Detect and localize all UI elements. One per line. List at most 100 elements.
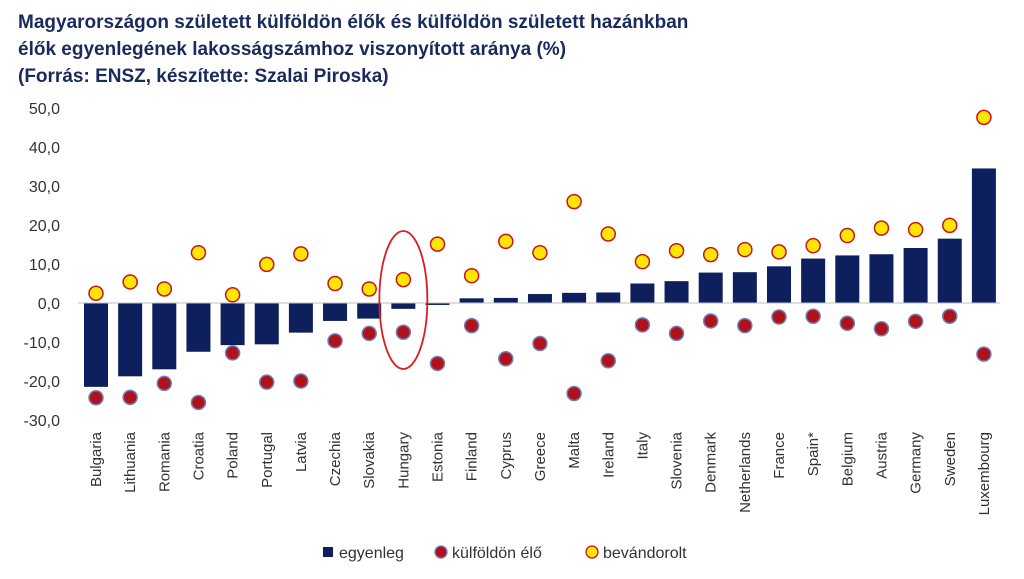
bar-egyenleg	[186, 303, 211, 352]
point-kulfoldon-elo	[839, 315, 856, 332]
point-bevandorolt	[600, 226, 616, 242]
bar-series	[84, 168, 996, 387]
x-tick-label: Czechia	[327, 431, 344, 486]
chart-title: Magyarországon született külföldön élők …	[18, 9, 1008, 90]
point-kulfoldon-elo	[737, 317, 753, 334]
legend-marker-egyenleg	[323, 547, 333, 557]
bar-egyenleg	[254, 303, 279, 345]
bar-egyenleg	[391, 303, 416, 309]
point-kulfoldon-elo	[156, 375, 173, 392]
x-tick-label: Romania	[156, 431, 173, 492]
x-tick-label: Netherlands	[737, 432, 754, 513]
point-kulfoldon-elo	[771, 309, 787, 325]
x-tick-label: Finland	[464, 432, 481, 481]
bar-egyenleg	[664, 281, 689, 303]
point-bevandorolt	[839, 227, 856, 244]
bar-egyenleg	[835, 255, 860, 303]
bar-egyenleg	[562, 292, 587, 303]
x-tick-label: France	[771, 432, 788, 479]
point-bevandorolt	[156, 281, 173, 297]
legend-label: külföldön élő	[452, 545, 542, 562]
bar-egyenleg	[220, 303, 245, 346]
point-bevandorolt	[771, 244, 787, 260]
point-kulfoldon-elo	[395, 324, 412, 340]
point-kulfoldon-elo	[259, 374, 275, 390]
point-kulfoldon-elo	[88, 390, 104, 406]
point-bevandorolt	[498, 233, 514, 250]
point-kulfoldon-elo	[122, 389, 138, 406]
x-tick-label: Greece	[532, 432, 549, 481]
bar-egyenleg	[698, 272, 723, 303]
x-tick-label: Germany	[908, 432, 925, 494]
y-tick-label: 40,0	[29, 140, 60, 157]
chart-title-line3: (Forrás: ENSZ, készítette: Szalai Pirosk…	[18, 66, 389, 87]
y-tick-label: -20,0	[24, 374, 61, 391]
bar-egyenleg	[152, 303, 177, 370]
point-kulfoldon-elo	[498, 351, 514, 367]
point-bevandorolt	[976, 109, 992, 126]
x-tick-label: Spain*	[805, 432, 822, 476]
y-axis: 50,0 40,0 30,0 20,0 10,0 0,0 -10,0 -20,0 -30,0	[24, 101, 61, 430]
point-kulfoldon-elo	[190, 394, 207, 411]
x-tick-label: Estonia	[430, 431, 447, 482]
point-bevandorolt	[361, 281, 377, 297]
y-tick-label: 0,0	[38, 296, 60, 313]
point-bevandorolt	[122, 274, 138, 290]
x-tick-label: Luxembourg	[976, 432, 993, 515]
point-kulfoldon-elo	[600, 352, 616, 369]
x-tick-label: Poland	[225, 432, 242, 479]
bar-egyenleg	[118, 303, 143, 377]
point-kulfoldon-elo	[532, 335, 548, 352]
bar-egyenleg	[596, 292, 621, 303]
bar-egyenleg	[323, 303, 348, 321]
bar-egyenleg	[767, 266, 791, 303]
kulfoldon-elo-series	[88, 308, 992, 411]
point-bevandorolt	[293, 246, 309, 262]
point-kulfoldon-elo	[976, 346, 992, 362]
x-tick-label: Belgium	[839, 432, 856, 486]
point-bevandorolt	[395, 271, 412, 288]
point-bevandorolt	[88, 285, 104, 301]
bar-egyenleg	[288, 303, 313, 333]
x-tick-label: Croatia	[190, 431, 207, 480]
legend: egyenleg külföldön élő bevándorolt	[323, 545, 687, 562]
bar-egyenleg	[493, 297, 518, 303]
x-tick-label: Sweden	[942, 432, 959, 486]
point-bevandorolt	[190, 244, 207, 261]
bar-egyenleg	[937, 238, 962, 303]
point-kulfoldon-elo	[463, 317, 480, 334]
x-tick-label: Italy	[634, 432, 651, 460]
point-bevandorolt	[532, 244, 548, 261]
bar-egyenleg	[357, 303, 382, 319]
bar-egyenleg	[801, 258, 826, 303]
x-tick-label: Slovakia	[361, 431, 378, 488]
point-kulfoldon-elo	[429, 355, 446, 372]
legend-label: bevándorolt	[603, 545, 687, 562]
x-axis-labels: Bulgaria Lithuania Romania Croatia Poland Por…	[88, 431, 993, 515]
y-tick-label: -30,0	[24, 413, 61, 430]
y-tick-label: 30,0	[29, 179, 60, 196]
bar-egyenleg	[425, 303, 450, 305]
point-bevandorolt	[907, 221, 924, 238]
bar-egyenleg	[903, 248, 928, 303]
x-tick-label: Hungary	[395, 432, 412, 489]
bar-egyenleg	[84, 303, 108, 387]
x-tick-label: Portugal	[259, 432, 276, 488]
chart-title-line2: élők egyenlegének lakosságszámhoz viszon…	[18, 39, 567, 60]
x-tick-label: Latvia	[293, 431, 310, 472]
point-kulfoldon-elo	[224, 345, 241, 361]
bar-egyenleg	[869, 254, 894, 303]
x-tick-label: Slovenia	[669, 431, 686, 489]
bar-egyenleg	[732, 272, 757, 303]
point-kulfoldon-elo	[668, 325, 685, 342]
point-bevandorolt	[327, 275, 343, 292]
x-tick-label: Ireland	[600, 432, 617, 478]
y-tick-label: 10,0	[29, 257, 60, 274]
point-bevandorolt	[224, 287, 241, 303]
point-bevandorolt	[873, 220, 890, 236]
bar-egyenleg	[527, 294, 552, 303]
point-bevandorolt	[737, 241, 753, 258]
x-tick-label: Malta	[566, 431, 583, 468]
point-bevandorolt	[942, 217, 958, 234]
